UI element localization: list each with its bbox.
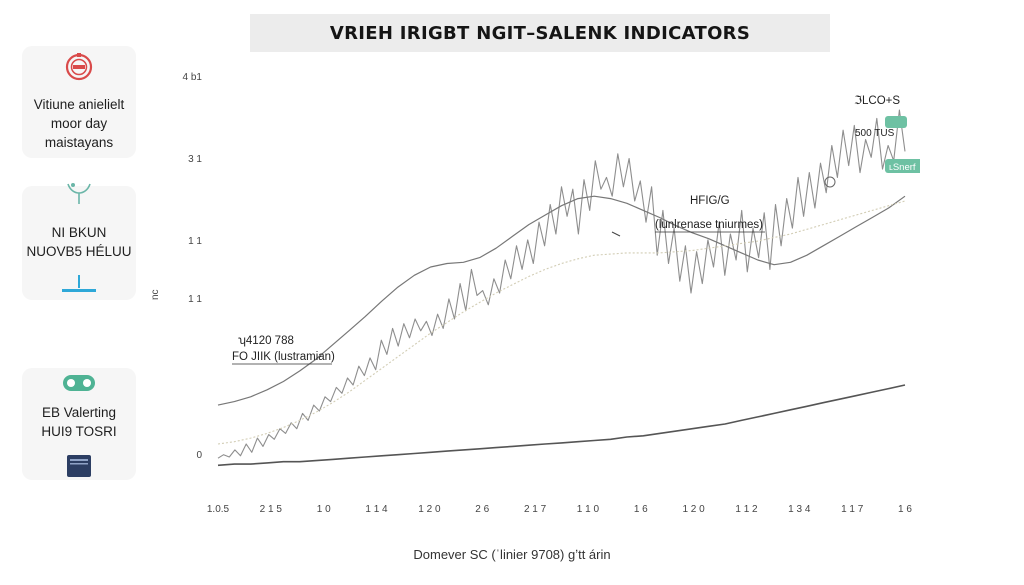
indicator-card-1[interactable]: Vitiune anielielt moor day maistayans (22, 46, 136, 158)
x-tick-label: 1 2 0 (418, 504, 441, 515)
baseline-line (217, 384, 906, 467)
gamepad-icon (63, 375, 95, 391)
card-line: maistayans (44, 134, 114, 150)
value-pill (885, 116, 907, 128)
y-axis-side-mark: nc (150, 289, 161, 300)
slider-icon (62, 275, 96, 292)
card-line: EB Valerting (41, 405, 117, 420)
card-line: moor day (50, 115, 108, 131)
y-tick-label: 1 1 (188, 236, 202, 247)
card-line: HUI9 TOSRI (41, 423, 117, 439)
chart-annotation: FO JIIK (lustramian) (232, 351, 335, 363)
sprout-icon (67, 183, 91, 204)
wallet-icon (67, 455, 91, 477)
annotation-arrow (611, 231, 621, 237)
y-tick-label: 0 (196, 450, 202, 461)
x-tick-label: 1 1 0 (577, 504, 600, 515)
x-tick-label: 2 6 (475, 504, 489, 515)
x-tick-label: 1 6 (634, 504, 648, 515)
y-tick-label: 4 b1 (183, 72, 203, 83)
chart-title-bar: VRIEH IRIGBT NGIT–SALENK INDICATORS (250, 14, 830, 52)
marker-circle (824, 176, 836, 188)
x-tick-label: 1 3 4 (788, 504, 811, 515)
chart-annotation: (lunlrenase tniurmes) (655, 219, 763, 231)
chart-annotation: 500 TUS (855, 128, 895, 139)
chart-title: VRIEH IRIGBT NGIT–SALENK INDICATORS (329, 22, 751, 44)
price-series-line (217, 109, 906, 459)
x-tick-label: 1 2 0 (682, 504, 705, 515)
chart-annotation: HFIG/G (690, 195, 730, 207)
x-tick-label: 1 6 (898, 504, 912, 515)
line-chart: 4 b1 3 1 1 1 1 1 0 1.0.5 2 1 5 1 0 1 1 4 1 2 0 2 … (150, 72, 920, 515)
chart-annotation: ℑLCO+S (854, 95, 900, 107)
x-tick-label: 2 1 5 (260, 504, 283, 515)
moving-average-line (217, 195, 906, 406)
value-pill (885, 159, 920, 173)
y-tick-label: 3 1 (188, 154, 202, 165)
x-tick-label: 1 1 7 (841, 504, 864, 515)
x-tick-label: 1.0.5 (207, 504, 230, 515)
card-line: Vitiune anielielt (33, 97, 125, 112)
x-tick-label: 1 1 2 (735, 504, 758, 515)
x-tick-label: 2 1 7 (524, 504, 547, 515)
y-tick-label: 1 1 (188, 294, 202, 305)
indicator-card-2[interactable]: NI BKUN NUOVB5 HÉLUU (22, 183, 136, 300)
indicator-card-3[interactable]: EB Valerting HUI9 TOSRI (22, 368, 136, 480)
x-axis-label: Domever SC (ˈlinier 9708) gʼtt árin (413, 547, 611, 562)
card-line: NI BKUN (51, 225, 107, 240)
x-tick-label: 1 0 (317, 504, 331, 515)
card-line: NUOVB5 HÉLUU (26, 243, 132, 259)
x-tick-label: 1 1 4 (365, 504, 388, 515)
chart-annotation: ʮ4120 788 (238, 335, 294, 347)
pill-label: ʟSnerf (889, 162, 916, 173)
badge-icon (65, 53, 93, 81)
